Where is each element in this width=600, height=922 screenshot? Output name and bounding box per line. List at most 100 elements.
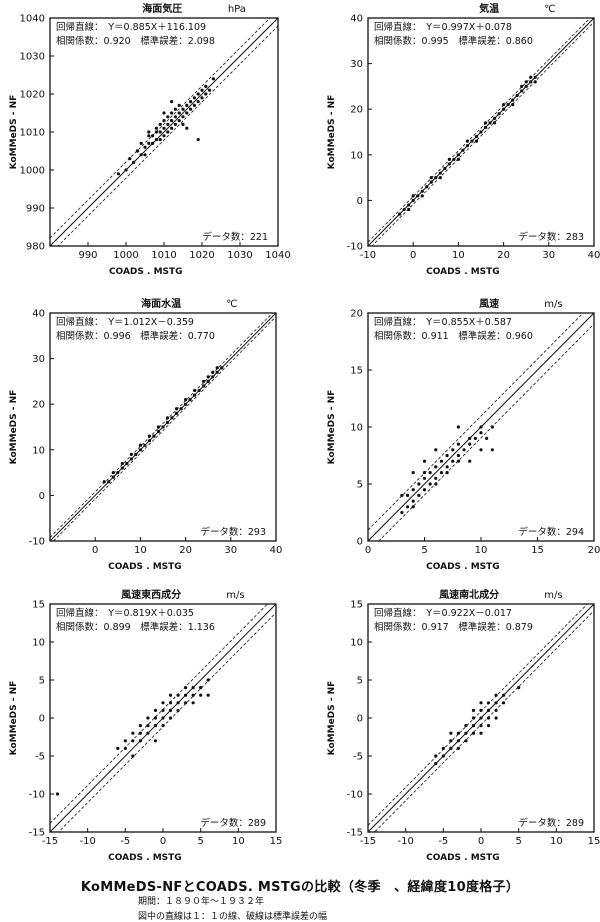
y-axis-label: KoMMeDS - NF [9, 681, 19, 756]
data-point [215, 370, 219, 374]
upper-error-line [368, 18, 591, 243]
x-tick-label: 5 [515, 836, 521, 847]
regression-equation: 回帰直線： Y＝0.922X－0.017 [374, 607, 512, 619]
y-tick-label: 0 [39, 714, 45, 725]
data-point [165, 420, 170, 425]
x-tick-label: -5 [438, 836, 448, 847]
data-point [128, 157, 132, 161]
y-tick-label: 980 [26, 242, 45, 253]
data-point [131, 739, 135, 743]
data-point [147, 130, 151, 134]
data-point [456, 731, 460, 735]
data-point [161, 716, 165, 720]
chart-unit: ℃ [226, 299, 237, 310]
y-tick-label: -10 [347, 242, 363, 253]
data-point [192, 96, 196, 100]
data-point [474, 139, 479, 143]
x-tick-label: 15 [588, 836, 600, 847]
x-tick-label: -10 [79, 836, 95, 847]
data-point [405, 505, 410, 509]
data-point [479, 130, 483, 134]
figure-caption-period: 期間：１８９０年～１９３２年 [138, 897, 265, 907]
correlation-stats: 相関係数：0.917 標準誤差：0.879 [374, 621, 533, 633]
correlation-stats: 相関係数：0.899 標準誤差：1.136 [56, 621, 215, 633]
data-point [434, 448, 438, 452]
data-point [146, 716, 150, 720]
chart-panel-3: 0 10 20 30 40 -10 0 10 20 30 40 海面水温 ℃ COADS . MSTG Ko… [9, 297, 282, 572]
data-point [411, 471, 415, 475]
data-point [200, 96, 204, 100]
data-point [123, 739, 127, 743]
data-point [405, 493, 410, 497]
data-point [479, 448, 483, 452]
data-point [520, 84, 524, 88]
data-point [468, 436, 472, 440]
x-axis-label: COADS . MSTG [108, 562, 182, 572]
data-point [199, 686, 203, 690]
x-tick-label: 0 [92, 545, 98, 556]
data-point [422, 459, 427, 463]
upper-error-line [50, 18, 271, 239]
data-point [181, 107, 185, 111]
data-point [439, 459, 444, 463]
data-point [206, 379, 210, 383]
data-point [208, 88, 212, 92]
data-point [185, 103, 189, 107]
chart-title: 気温 [478, 2, 499, 15]
upper-error-line [368, 313, 584, 531]
y-tick-label: 20 [32, 400, 45, 411]
correlation-stats: 相関係数：0.996 標準誤差：0.770 [56, 330, 215, 342]
y-tick-label: 30 [350, 59, 363, 70]
data-point [158, 138, 162, 142]
y-tick-label: 15 [350, 366, 363, 377]
data-point [166, 122, 170, 126]
data-point [456, 746, 460, 751]
data-point [465, 139, 470, 143]
x-tick-label: -15 [360, 836, 376, 847]
data-point [184, 686, 188, 690]
y-tick-label: 0 [357, 714, 363, 725]
data-point [443, 166, 447, 171]
data-point [425, 185, 429, 189]
data-point [162, 134, 166, 138]
data-point [191, 686, 195, 690]
data-point [479, 425, 483, 429]
figure-caption-title: KoMMeDS-NFとCOADS. MSTGの比較（冬季 、経緯度10度格子） [80, 880, 520, 895]
data-point [434, 476, 438, 480]
data-point [161, 708, 165, 713]
chart-title: 風速南北成分 [439, 588, 499, 601]
data-point [441, 754, 445, 758]
y-tick-label: -5 [35, 752, 45, 763]
data-point [445, 453, 449, 458]
lower-error-line [378, 323, 594, 541]
data-point [173, 115, 177, 119]
data-count: データ数：294 [518, 526, 584, 538]
data-point [490, 448, 494, 452]
y-tick-label: 5 [357, 480, 363, 491]
chart-panel-6: -15 -10 -5 0 5 10 15 -15 -10 -5 0 5 10 15 風速南北成分 m/s COA… [327, 588, 600, 860]
data-point [492, 116, 497, 120]
data-point [490, 425, 494, 429]
data-point [116, 746, 120, 751]
data-point [120, 466, 124, 470]
data-point [529, 75, 533, 79]
data-point [429, 180, 433, 184]
data-point [154, 130, 158, 134]
data-point [456, 459, 460, 463]
data-point [143, 443, 147, 447]
y-tick-label: 40 [350, 14, 363, 25]
data-point [464, 724, 468, 728]
data-point [438, 171, 442, 175]
x-axis-label: COADS . MSTG [426, 853, 500, 860]
data-point [479, 701, 483, 705]
x-axis-label: COADS . MSTG [426, 267, 500, 277]
data-point [494, 716, 498, 720]
data-point [196, 92, 200, 96]
x-tick-label: 0 [160, 836, 166, 847]
data-point [168, 701, 173, 705]
data-point [452, 157, 456, 161]
data-point [134, 452, 138, 456]
y-tick-label: 10 [350, 638, 363, 649]
data-point [185, 111, 189, 115]
data-point [156, 425, 161, 429]
